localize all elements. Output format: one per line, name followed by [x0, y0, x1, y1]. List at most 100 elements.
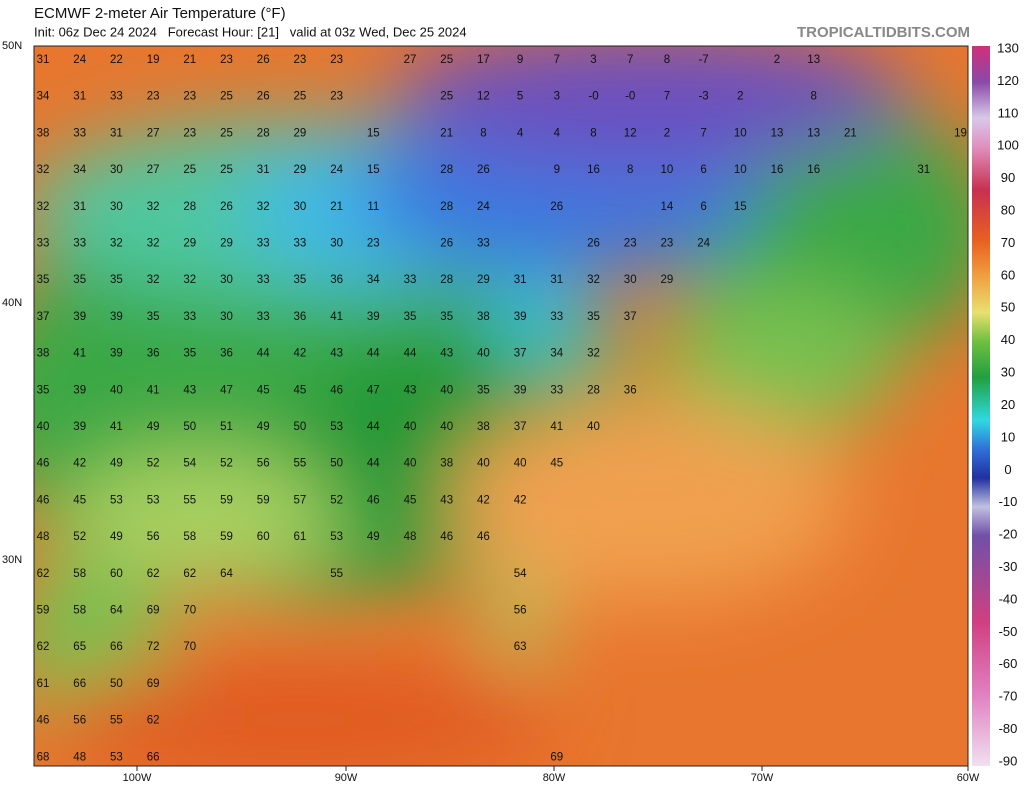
station-value: 49: [110, 531, 123, 543]
station-value: 25: [220, 127, 233, 139]
station-value: 15: [734, 201, 747, 213]
station-value: 33: [257, 311, 270, 323]
station-value: 13: [807, 127, 820, 139]
station-value: 32: [587, 348, 600, 360]
station-value: 49: [110, 458, 123, 470]
station-value: 72: [147, 641, 160, 653]
station-value: 41: [330, 311, 343, 323]
colorbar-label: 130: [997, 40, 1019, 55]
station-value: 45: [257, 384, 270, 396]
station-value: 26: [257, 91, 270, 103]
colorbar-label: -10: [999, 494, 1018, 509]
station-value: 30: [294, 201, 307, 213]
station-value: 42: [514, 494, 527, 506]
station-value: 32: [37, 164, 50, 176]
colorbar-label: 80: [1001, 202, 1015, 217]
station-value: 44: [367, 458, 380, 470]
station-value: 21: [330, 201, 343, 213]
station-value: 46: [37, 494, 50, 506]
station-value: 39: [73, 384, 86, 396]
station-value: 49: [257, 421, 270, 433]
station-value: 69: [147, 605, 160, 617]
station-value: 39: [514, 384, 527, 396]
station-value: 60: [110, 568, 123, 580]
station-value: 28: [440, 164, 453, 176]
station-value: 37: [514, 348, 527, 360]
station-value: 39: [367, 311, 380, 323]
station-value: 23: [220, 54, 233, 66]
station-value: 36: [147, 348, 160, 360]
station-value: 40: [477, 348, 490, 360]
station-value: 28: [440, 201, 453, 213]
station-value: 29: [294, 164, 307, 176]
station-value: 31: [110, 127, 123, 139]
station-value: 4: [517, 127, 524, 139]
station-value: 35: [37, 274, 50, 286]
station-value: 8: [810, 91, 816, 103]
station-value: 27: [404, 54, 417, 66]
station-value: 37: [514, 421, 527, 433]
station-value: 62: [147, 715, 160, 727]
colorbar-label: -40: [999, 591, 1018, 606]
station-value: 52: [220, 458, 233, 470]
station-value: 2: [664, 127, 670, 139]
station-value: 35: [37, 384, 50, 396]
station-value: 70: [183, 605, 196, 617]
station-value: 15: [367, 127, 380, 139]
station-value: 62: [183, 568, 196, 580]
station-value: 64: [220, 568, 233, 580]
station-value: 29: [477, 274, 490, 286]
station-value: 57: [294, 494, 307, 506]
station-value: 7: [700, 127, 706, 139]
station-value: 16: [587, 164, 600, 176]
station-value: 32: [110, 238, 123, 250]
station-value: 23: [183, 91, 196, 103]
station-value: 68: [37, 751, 50, 763]
station-value: 2: [737, 91, 743, 103]
station-value: 58: [183, 531, 196, 543]
station-value: 23: [330, 91, 343, 103]
station-value: -7: [698, 54, 708, 66]
station-value: 55: [110, 715, 123, 727]
colorbar-label: -30: [999, 559, 1018, 574]
station-value: 26: [587, 238, 600, 250]
station-value: 6: [700, 201, 706, 213]
station-value: 31: [37, 54, 50, 66]
station-value: 30: [330, 238, 343, 250]
station-value: 33: [294, 238, 307, 250]
station-value: 38: [37, 127, 50, 139]
station-value: 39: [514, 311, 527, 323]
station-value: 22: [110, 54, 123, 66]
station-value: 30: [220, 311, 233, 323]
lon-label: 70W: [751, 772, 774, 784]
station-value: 33: [73, 127, 86, 139]
station-value: 31: [514, 274, 527, 286]
station-value: 32: [147, 238, 160, 250]
station-value: 7: [554, 54, 560, 66]
station-value: 26: [440, 238, 453, 250]
station-value: 69: [147, 678, 160, 690]
station-value: 34: [550, 348, 563, 360]
station-value: 43: [330, 348, 343, 360]
station-value: 21: [440, 127, 453, 139]
station-value: 37: [624, 311, 637, 323]
station-value: 41: [147, 384, 160, 396]
station-value: 23: [147, 91, 160, 103]
station-value: 29: [294, 127, 307, 139]
station-value: 44: [404, 348, 417, 360]
station-value: 64: [110, 605, 123, 617]
station-value: 35: [294, 274, 307, 286]
station-value: 44: [257, 348, 270, 360]
station-value: 23: [367, 238, 380, 250]
colorbar-label: 110: [998, 105, 1019, 120]
station-value: 43: [404, 384, 417, 396]
station-value: 48: [37, 531, 50, 543]
station-value: 59: [257, 494, 270, 506]
station-value: 39: [110, 311, 123, 323]
map-frame: [33, 45, 969, 767]
station-value: 45: [404, 494, 417, 506]
station-value: 31: [917, 164, 930, 176]
station-value: 46: [367, 494, 380, 506]
station-value: 7: [664, 91, 670, 103]
station-value: 43: [440, 494, 453, 506]
